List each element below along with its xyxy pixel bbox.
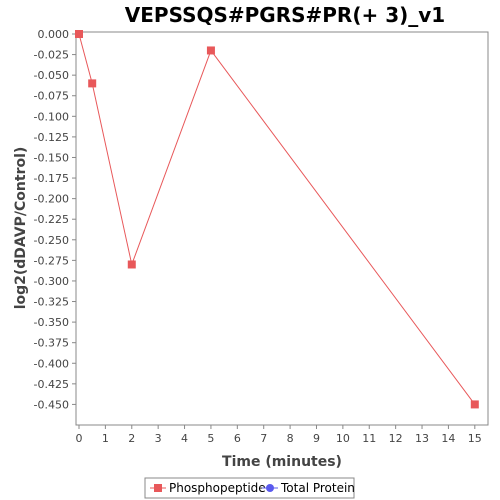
y-tick-label: -0.425 xyxy=(34,378,69,391)
y-tick-label: 0.000 xyxy=(38,28,70,41)
data-point xyxy=(206,46,215,55)
y-tick-label: -0.025 xyxy=(34,49,69,62)
x-tick-label: 9 xyxy=(313,432,320,445)
y-tick-label: -0.275 xyxy=(34,254,69,267)
y-tick-label: -0.075 xyxy=(34,90,69,103)
y-tick-label: -0.125 xyxy=(34,131,69,144)
x-tick-label: 13 xyxy=(415,432,429,445)
data-point xyxy=(75,30,83,38)
y-axis: 0.000 -0.025 -0.050 -0.075 -0.100 -0.125 -0.15… xyxy=(34,28,76,411)
y-tick-label: -0.350 xyxy=(34,316,69,329)
series-layer xyxy=(75,30,479,409)
y-axis-label: log2(dDAVP/Control) xyxy=(13,147,29,310)
x-tick-label: 8 xyxy=(287,432,294,445)
plot-area xyxy=(75,31,489,426)
x-tick-label: 10 xyxy=(336,432,350,445)
data-point xyxy=(88,79,97,88)
y-tick-label: -0.100 xyxy=(34,110,69,123)
x-tick-label: 15 xyxy=(468,432,482,445)
data-point xyxy=(470,400,479,409)
x-axis-label: Time (minutes) xyxy=(222,454,342,470)
legend-label: Total Protein xyxy=(280,481,355,495)
x-axis: 0 1 2 3 4 5 6 7 8 9 10 11 12 13 14 15 xyxy=(76,425,482,445)
y-tick-label: -0.200 xyxy=(34,193,69,206)
x-tick-label: 1 xyxy=(102,432,109,445)
x-tick-label: 2 xyxy=(128,432,135,445)
y-tick-label: -0.300 xyxy=(34,275,69,288)
x-tick-label: 3 xyxy=(155,432,162,445)
x-tick-label: 14 xyxy=(441,432,455,445)
y-tick-label: -0.375 xyxy=(34,337,69,350)
data-point xyxy=(127,260,136,269)
y-tick-label: -0.250 xyxy=(34,234,69,247)
x-tick-label: 11 xyxy=(362,432,376,445)
y-tick-label: -0.225 xyxy=(34,213,69,226)
y-tick-label: -0.325 xyxy=(34,296,69,309)
legend-marker xyxy=(266,484,274,492)
legend-marker xyxy=(154,484,162,492)
y-tick-label: -0.150 xyxy=(34,151,69,164)
x-tick-label: 7 xyxy=(260,432,267,445)
x-tick-label: 12 xyxy=(389,432,403,445)
legend xyxy=(144,477,355,499)
x-tick-label: 5 xyxy=(207,432,214,445)
y-tick-label: -0.175 xyxy=(34,172,69,185)
y-tick-label: -0.050 xyxy=(34,69,69,82)
x-tick-label: 0 xyxy=(76,432,83,445)
x-tick-label: 6 xyxy=(234,432,241,445)
legend-items: Phosphopeptide Total Protein xyxy=(150,481,355,495)
y-tick-label: -0.450 xyxy=(34,398,69,411)
chart-title: VEPSSQS#PGRS#PR(+ 3)_v1 xyxy=(125,3,445,27)
x-tick-label: 4 xyxy=(181,432,188,445)
legend-label: Phosphopeptide xyxy=(169,481,266,495)
y-tick-label: -0.400 xyxy=(34,357,69,370)
